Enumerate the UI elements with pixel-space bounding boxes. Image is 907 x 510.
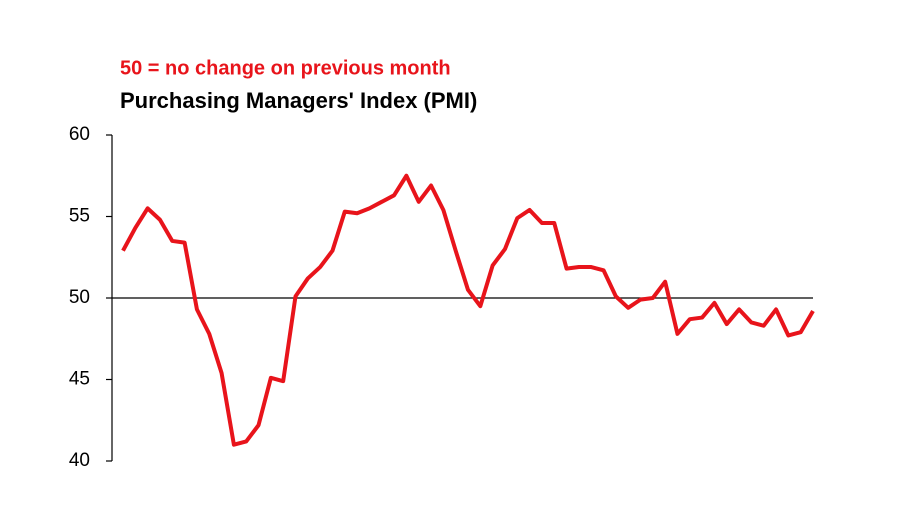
y-tick-label: 50 xyxy=(69,287,90,308)
y-tick-label: 60 xyxy=(69,124,90,145)
annotation: 50 = no change on previous month xyxy=(120,57,451,79)
y-tick-label: 45 xyxy=(69,369,90,390)
data-line xyxy=(121,173,815,447)
y-tick-label: 40 xyxy=(69,450,90,471)
y-tick-label: 55 xyxy=(69,206,90,227)
chart-title: Purchasing Managers' Index (PMI) xyxy=(120,88,477,113)
